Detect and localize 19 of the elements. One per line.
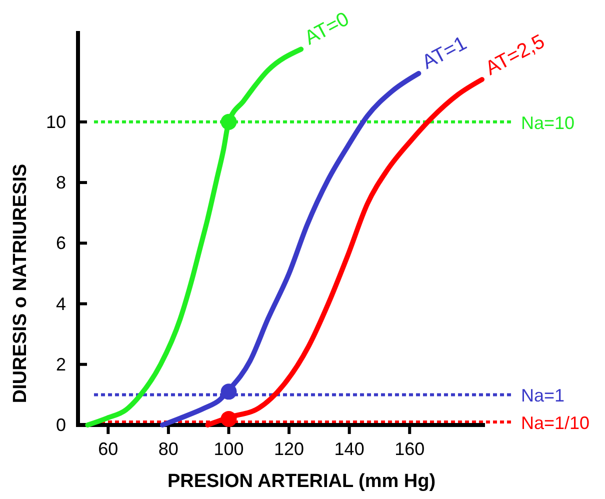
y-axis-title: DIURESIS o NATRIURESIS xyxy=(10,164,31,404)
y-tick-label: 0 xyxy=(56,415,66,435)
x-tick-label: 80 xyxy=(158,439,178,459)
y-tick-label: 6 xyxy=(56,233,66,254)
x-tick-label: 120 xyxy=(274,439,304,459)
x-axis-title: PRESION ARTERIAL (mm Hg) xyxy=(167,471,436,492)
ref-line-label: Na=1/10 xyxy=(521,412,590,433)
x-tick-label: 100 xyxy=(214,439,244,459)
y-tick-label: 10 xyxy=(46,112,66,132)
y-tick-label: 8 xyxy=(56,172,66,193)
x-tick-label: 60 xyxy=(98,439,118,459)
y-tick-label: 2 xyxy=(56,354,66,374)
y-tick-label: 4 xyxy=(56,294,66,314)
ref-line-label: Na=1 xyxy=(521,386,565,406)
x-tick-label: 140 xyxy=(334,439,364,459)
x-tick-label: 160 xyxy=(394,439,425,459)
text: AT=1 xyxy=(418,32,470,74)
ref-line-label: Na=10 xyxy=(521,112,575,133)
text: AT=0 xyxy=(301,8,353,50)
